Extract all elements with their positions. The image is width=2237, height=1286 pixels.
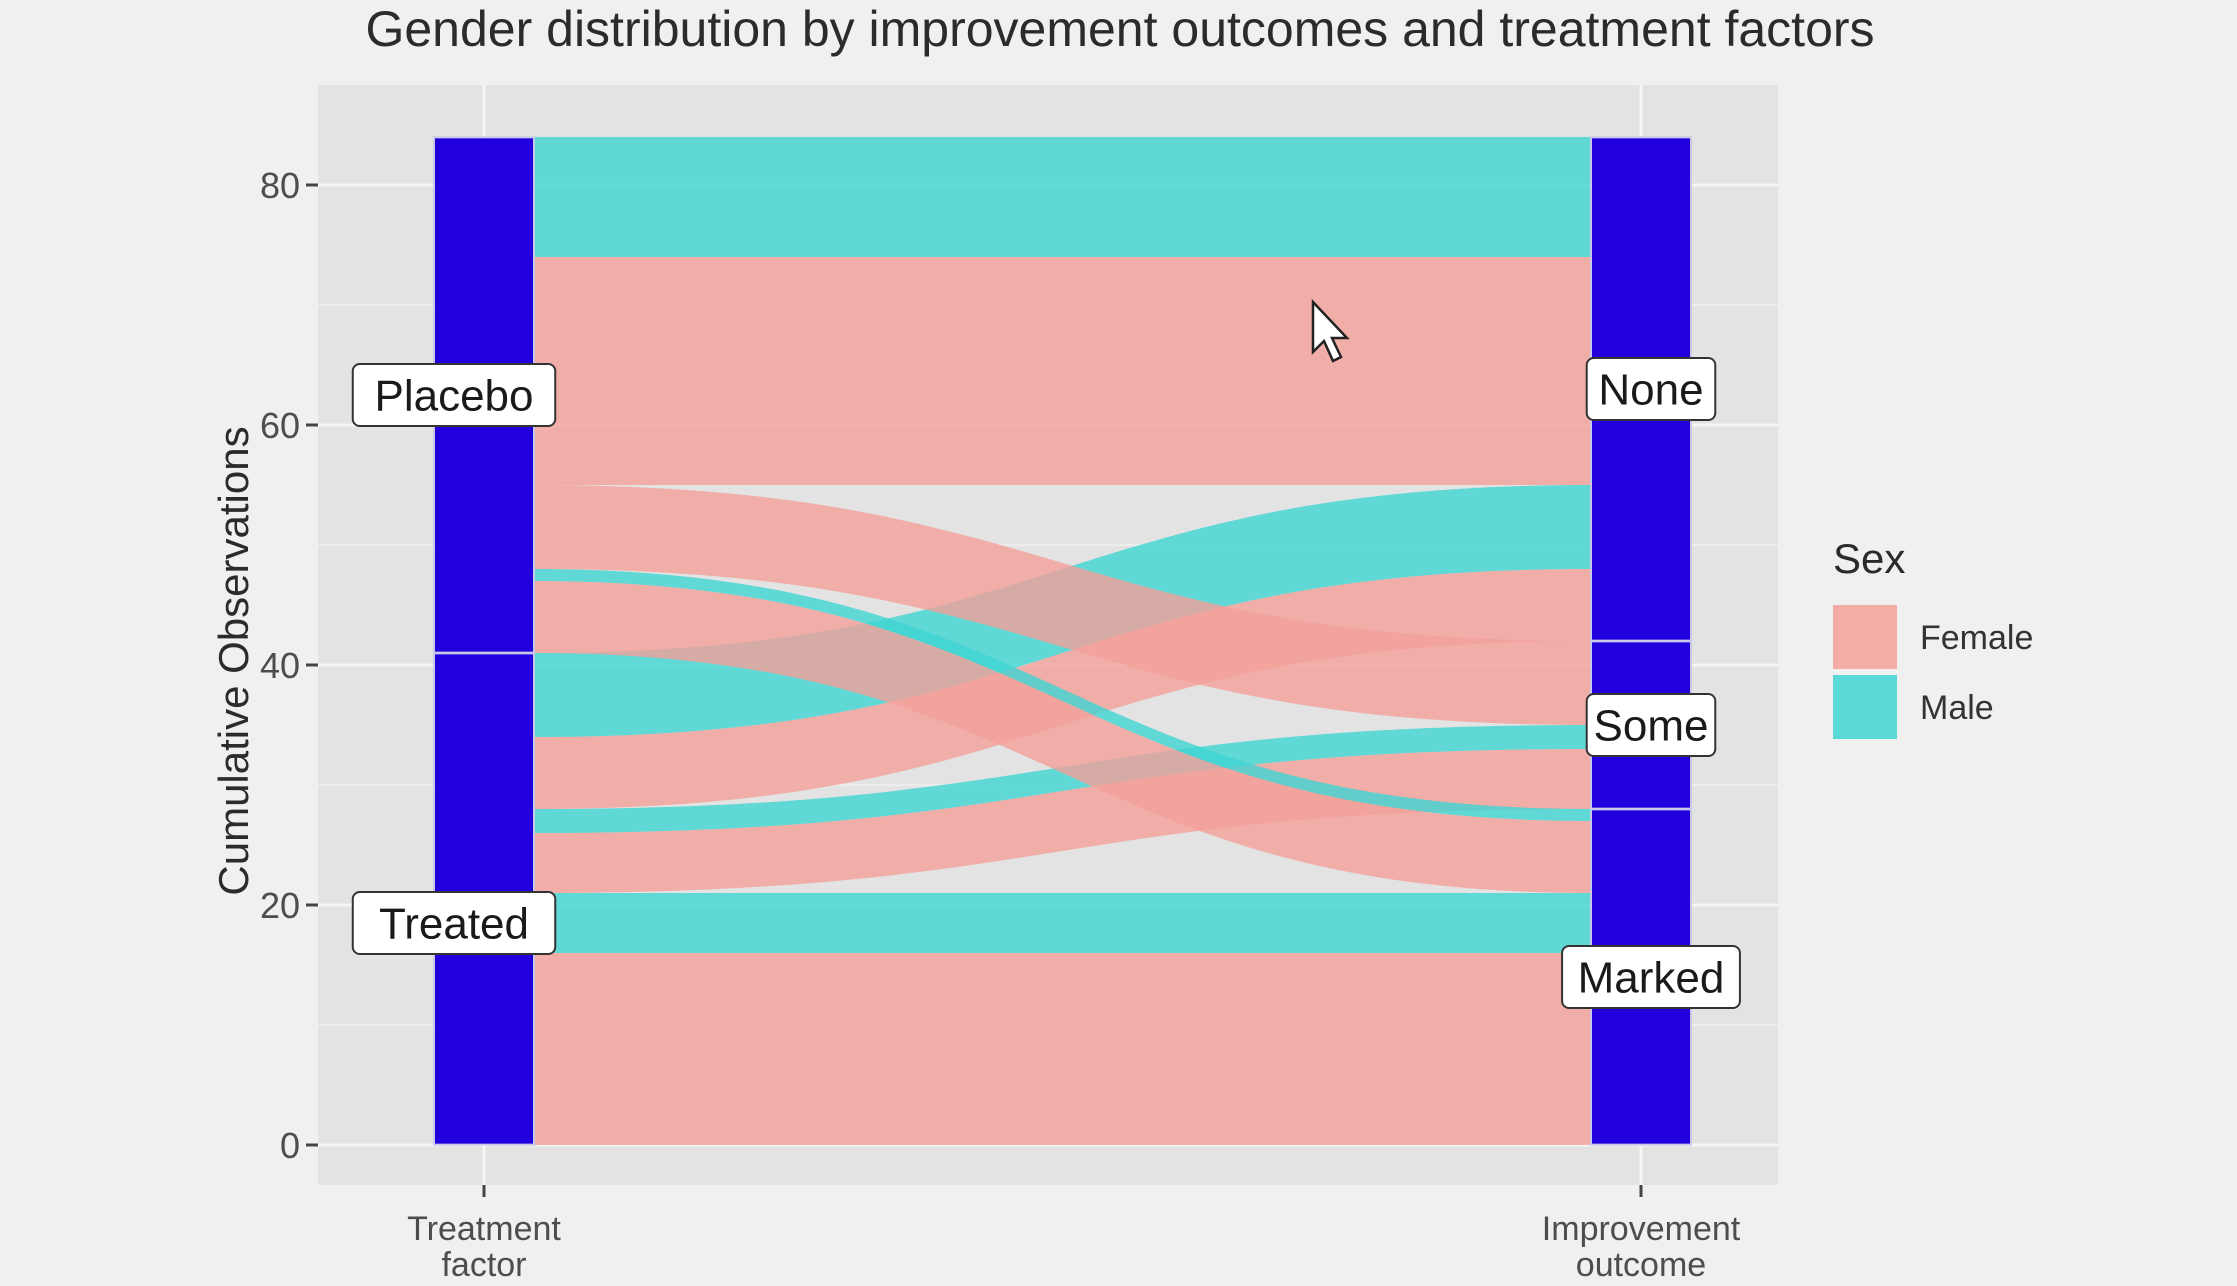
legend-key-male xyxy=(1833,675,1897,739)
y-axis: 0 20 40 60 80 xyxy=(260,165,318,1166)
legend-label-male: Male xyxy=(1920,689,1994,727)
mouse-pointer-icon xyxy=(1311,298,1350,363)
stratum-label-placebo-box xyxy=(351,363,557,427)
stratum-label-none-text: None xyxy=(1598,365,1703,414)
flow-placebo-none-female xyxy=(534,257,1591,485)
y-tick-label: 80 xyxy=(260,165,300,206)
stratum-label-none-box xyxy=(1585,357,1717,421)
flow-placebo-marked-male xyxy=(534,569,1591,821)
legend: Sex Female Male xyxy=(1833,535,2033,739)
x-tick-label-line: Improvement xyxy=(1542,1210,1741,1248)
flow-treated-some-male xyxy=(534,725,1591,833)
stratum-label-treated-box xyxy=(351,891,557,955)
x-tick-label-line: Treatment xyxy=(407,1210,561,1248)
stratum-label-some-box xyxy=(1585,693,1717,757)
x-tick-label-line: factor xyxy=(441,1246,526,1284)
stratum-label-marked: Marked xyxy=(1561,945,1741,1009)
x-axis: Treatment factor Improvement outcome xyxy=(407,1185,1741,1284)
stratum-label-placebo: Placebo xyxy=(351,363,557,427)
flows xyxy=(534,137,1591,1145)
flow-placebo-some-female xyxy=(534,485,1591,725)
stratum-label-some: Some xyxy=(1585,693,1717,757)
y-tick-label: 0 xyxy=(280,1125,300,1166)
strata: Treated Placebo Marked Some None xyxy=(351,136,1741,1146)
legend-key-female xyxy=(1833,605,1897,669)
legend-label-female: Female xyxy=(1920,619,2033,657)
flow-placebo-none-male xyxy=(534,137,1591,257)
stratum-label-marked-box xyxy=(1561,945,1741,1009)
flow-treated-marked-female xyxy=(534,953,1591,1145)
y-tick-label: 60 xyxy=(260,405,300,446)
y-tick-label: 20 xyxy=(260,885,300,926)
stratum-label-none: None xyxy=(1585,357,1717,421)
x-tick-label-line: outcome xyxy=(1576,1246,1706,1284)
legend-title: Sex xyxy=(1833,535,1905,582)
stratum-label-marked-text: Marked xyxy=(1578,953,1725,1002)
x-tick-label: Treatment factor xyxy=(407,1210,561,1284)
stratum-label-treated: Treated xyxy=(351,891,557,955)
flow-placebo-marked-female xyxy=(534,581,1591,893)
flow-treated-marked-male xyxy=(534,893,1591,953)
y-axis-label: Cumulative Observations xyxy=(210,426,257,895)
y-tick-label: 40 xyxy=(260,645,300,686)
stratum-label-treated-text: Treated xyxy=(379,899,529,948)
stratum-label-some-text: Some xyxy=(1594,701,1709,750)
x-tick-label: Improvement outcome xyxy=(1542,1210,1741,1284)
chart-title: Gender distribution by improvement outco… xyxy=(365,1,1874,57)
stratum-label-placebo-text: Placebo xyxy=(374,371,533,420)
